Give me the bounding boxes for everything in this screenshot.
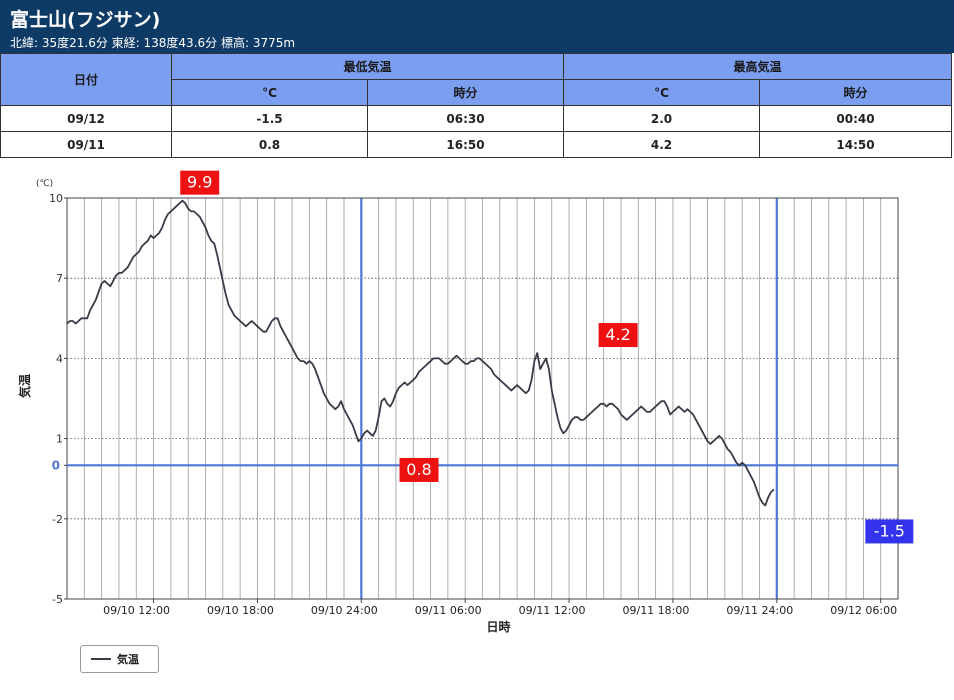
x-tick-label: 09/11 18:00 <box>622 604 689 617</box>
y-tick-label: 4 <box>56 352 63 365</box>
x-axis-title: 日時 <box>486 619 510 634</box>
row-date: 09/12 <box>0 105 172 132</box>
header-min-temp: 最低気温 <box>171 53 564 80</box>
chart-legend[interactable]: 気温 <box>80 645 159 673</box>
x-tick-label: 09/10 18:00 <box>207 604 274 617</box>
x-tick-label: 09/10 12:00 <box>103 604 170 617</box>
table-row: 09/12 -1.5 06:30 2.0 00:40 <box>0 105 952 132</box>
station-header: 富士山(フジサン) 北緯: 35度21.6分 東経: 138度43.6分 標高:… <box>0 0 954 53</box>
header-max-temp: 最高気温 <box>563 53 952 80</box>
row-date: 09/11 <box>0 131 172 158</box>
x-tick-label: 09/11 06:00 <box>415 604 482 617</box>
y-tick-label: 0 <box>52 458 60 472</box>
header-min-time: 時分 <box>367 79 564 106</box>
row-max-time: 00:40 <box>759 105 952 132</box>
annotation-label: 4.2 <box>605 325 630 344</box>
legend-line-swatch <box>91 658 111 660</box>
x-tick-label: 09/11 12:00 <box>519 604 586 617</box>
row-min-time: 16:50 <box>367 131 564 158</box>
x-tick-label: 09/11 24:00 <box>726 604 793 617</box>
table-row: 09/11 0.8 16:50 4.2 14:50 <box>0 131 952 158</box>
legend-label: 気温 <box>117 653 139 666</box>
annotation-box <box>865 519 914 544</box>
annotation-label: 0.8 <box>406 460 431 479</box>
annotation-box <box>399 457 439 482</box>
row-max-c: 2.0 <box>563 105 760 132</box>
row-min-time: 06:30 <box>367 105 564 132</box>
annotation-box <box>598 323 638 348</box>
y-tick-label: -2 <box>52 513 63 526</box>
series-line-temperature <box>66 199 775 507</box>
plot-frame <box>66 197 899 600</box>
header-date: 日付 <box>0 53 172 106</box>
annotation-label: -1.5 <box>874 521 905 540</box>
summary-table: 日付 最低気温 最高気温 °C 時分 °C 時分 09/12 -1.5 06:3… <box>0 53 952 158</box>
row-max-time: 14:50 <box>759 131 952 158</box>
header-max-time: 時分 <box>759 79 952 106</box>
y-tick-label: -5 <box>52 593 63 606</box>
x-tick-label: 09/10 24:00 <box>311 604 378 617</box>
row-min-c: 0.8 <box>171 131 368 158</box>
header-max-c: °C <box>563 79 760 106</box>
station-name: 富士山(フジサン) <box>10 9 161 31</box>
y-tick-label: 7 <box>56 272 63 285</box>
annotation-box <box>180 170 220 195</box>
header-min-c: °C <box>171 79 368 106</box>
y-axis-title: 気温 <box>17 374 32 398</box>
annotation-label: 9.9 <box>187 173 212 192</box>
y-tick-label: 1 <box>56 433 63 446</box>
y-tick-label: 10 <box>49 192 63 205</box>
row-min-c: -1.5 <box>171 105 368 132</box>
y-unit-label: (℃) <box>36 179 53 189</box>
row-max-c: 4.2 <box>563 131 760 158</box>
station-info: 北緯: 35度21.6分 東経: 138度43.6分 標高: 3775m <box>10 36 296 50</box>
x-tick-label: 09/12 06:00 <box>830 604 897 617</box>
